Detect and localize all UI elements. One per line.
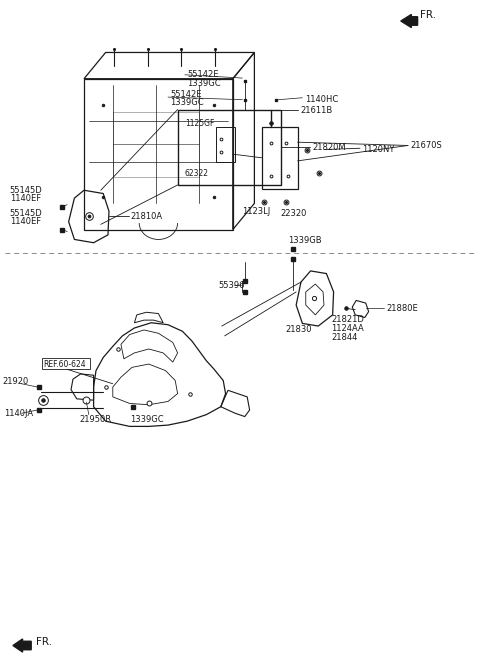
Text: 55145D: 55145D xyxy=(10,209,42,218)
Text: 21810A: 21810A xyxy=(131,212,163,221)
Text: 21611B: 21611B xyxy=(300,106,332,115)
Text: 1140EF: 1140EF xyxy=(10,194,41,203)
Text: 1123LJ: 1123LJ xyxy=(242,207,271,216)
Text: 1140EF: 1140EF xyxy=(10,217,41,226)
Text: REF.60-624: REF.60-624 xyxy=(43,359,86,369)
Text: 55142E: 55142E xyxy=(187,70,219,79)
Text: 1339GB: 1339GB xyxy=(288,236,322,245)
Text: 1339GC: 1339GC xyxy=(187,79,221,88)
Text: 21820M: 21820M xyxy=(312,143,346,152)
Bar xyxy=(178,110,281,185)
FancyArrow shape xyxy=(13,639,31,652)
FancyArrow shape xyxy=(401,14,418,28)
Text: 62322: 62322 xyxy=(185,169,209,178)
Text: 55396: 55396 xyxy=(218,281,245,290)
Text: 1140JA: 1140JA xyxy=(4,409,33,418)
Text: 21670S: 21670S xyxy=(410,141,442,150)
Text: 21821D: 21821D xyxy=(331,315,364,324)
Text: 1339GC: 1339GC xyxy=(170,98,204,108)
Text: 21830: 21830 xyxy=(286,325,312,335)
Text: 1124AA: 1124AA xyxy=(331,324,364,333)
Text: 1120NY: 1120NY xyxy=(362,145,395,154)
Text: 21920: 21920 xyxy=(2,377,29,386)
Text: 1125GF: 1125GF xyxy=(185,119,214,129)
Text: FR.: FR. xyxy=(36,636,52,647)
Text: 55145D: 55145D xyxy=(10,186,42,195)
Text: 21950R: 21950R xyxy=(79,415,111,424)
Text: 1339GC: 1339GC xyxy=(131,415,164,424)
Text: 21844: 21844 xyxy=(331,333,358,342)
Text: FR.: FR. xyxy=(420,10,436,20)
Text: 55142E: 55142E xyxy=(170,90,202,99)
Text: 21880E: 21880E xyxy=(386,304,418,313)
Text: 22320: 22320 xyxy=(281,209,307,218)
Text: 1140HC: 1140HC xyxy=(305,95,338,104)
Bar xyxy=(42,358,90,369)
